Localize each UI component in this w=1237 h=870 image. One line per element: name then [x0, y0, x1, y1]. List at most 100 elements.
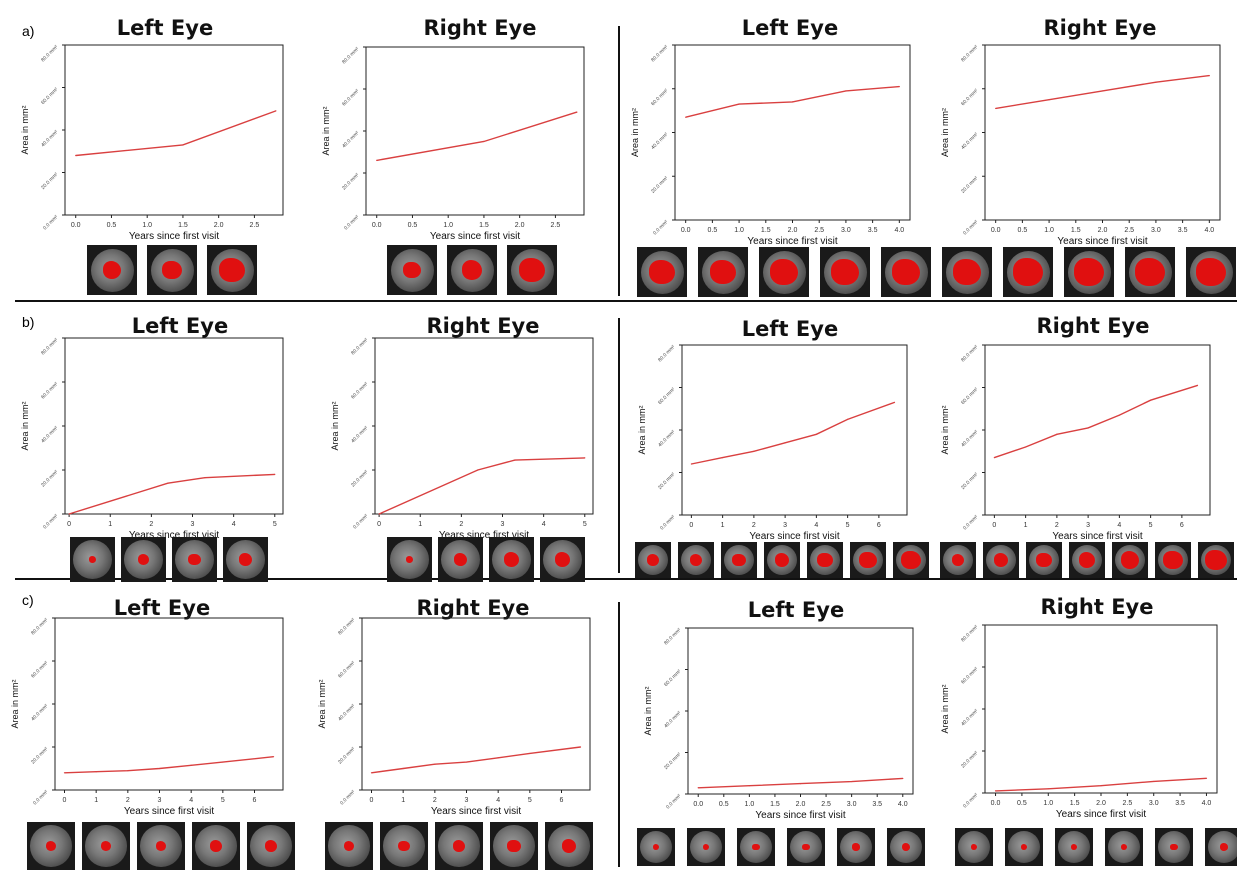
x-tick-label: 5 [273, 521, 277, 528]
data-point [190, 764, 192, 766]
data-point [529, 752, 531, 755]
y-tick-label: 40.0 mm² [650, 131, 669, 150]
lesion-overlay [1120, 551, 1140, 569]
data-point [63, 772, 66, 774]
series-line [75, 110, 277, 157]
x-tick-label: 2.0 [796, 801, 806, 808]
fundus-thumbnail [942, 247, 992, 297]
fundus-thumbnail [1055, 828, 1093, 866]
fundus-thumbnail [787, 828, 825, 866]
x-tick-label: 0 [63, 797, 67, 804]
x-tick-label: 1 [94, 797, 98, 804]
lesion-overlay [852, 843, 860, 851]
y-axis-label: Area in mm² [940, 405, 950, 454]
data-point [376, 159, 378, 161]
x-tick-label: 0.0 [372, 222, 382, 229]
lesion-overlay [210, 840, 222, 852]
fundus-thumbnail-strip [325, 822, 600, 870]
y-tick-label: 60.0 mm² [960, 666, 979, 685]
x-tick-label: 2.0 [1096, 800, 1106, 807]
data-point [1118, 414, 1120, 416]
chart-title: Left Eye [747, 598, 845, 622]
chart-title: Left Eye [131, 314, 229, 338]
x-tick-label: 3.0 [1149, 800, 1159, 807]
x-tick-label: 3.0 [847, 801, 857, 808]
fundus-thumbnail-strip [637, 247, 1237, 297]
fundus-thumbnail-strip [87, 245, 267, 295]
x-tick-label: 3 [191, 521, 195, 528]
y-tick-label: 0.0 mm² [962, 219, 979, 236]
data-point [1153, 780, 1155, 783]
fundus-thumbnail-strip [387, 245, 567, 295]
x-tick-label: 1 [108, 521, 112, 528]
x-tick-label: 2.5 [1124, 227, 1134, 234]
x-axis-label: Years since first visit [129, 530, 219, 541]
fundus-thumbnail [1026, 542, 1062, 578]
x-tick-label: 2.5 [814, 227, 824, 234]
x-tick-label: 3.5 [868, 227, 878, 234]
lesion-overlay [901, 550, 921, 570]
lesion-overlay [953, 258, 981, 286]
chart-title: Left Eye [741, 16, 839, 40]
series-line [995, 74, 1210, 110]
x-axis-label: Years since first visit [1056, 809, 1146, 820]
y-tick-label: 80.0 mm² [40, 44, 59, 63]
lesion-overlay [774, 553, 790, 567]
x-tick-label: 0.0 [991, 800, 1001, 807]
y-tick-label: 80.0 mm² [657, 344, 676, 363]
plot-frame [361, 617, 591, 791]
y-tick-label: 0.0 mm² [42, 513, 59, 530]
y-tick-label: 60.0 mm² [30, 660, 49, 679]
lesion-overlay [1220, 843, 1228, 851]
data-point [994, 790, 997, 792]
line-chart: 0.0 0.5 1.0 1.5 2.0 2.5 3.0 3.5 4.0 0.0 mm² 20.0 m… [940, 624, 1218, 820]
x-tick-label: 0 [992, 522, 996, 529]
fundus-thumbnail [721, 542, 757, 578]
y-tick-label: 40.0 mm² [341, 130, 360, 149]
lesion-overlay [752, 843, 760, 851]
series-line [68, 473, 275, 515]
y-axis-label: Area in mm² [940, 108, 950, 157]
y-tick-label: 20.0 mm² [350, 469, 369, 488]
data-point [1100, 785, 1102, 787]
x-tick-label: 6 [253, 797, 257, 804]
fundus-thumbnail [207, 245, 257, 295]
fundus-thumbnail [1112, 542, 1148, 578]
x-tick-label: 1 [401, 797, 405, 804]
data-point [697, 787, 699, 789]
fundus-thumbnail [137, 822, 185, 870]
x-tick-label: 1.5 [1071, 227, 1081, 234]
data-point [791, 101, 794, 103]
x-tick-label: 3.5 [1175, 800, 1185, 807]
y-tick-label: 60.0 mm² [40, 86, 59, 105]
lesion-overlay [137, 554, 150, 565]
data-point [995, 107, 997, 110]
fundus-thumbnail-strip [955, 828, 1237, 866]
y-tick-label: 40.0 mm² [337, 703, 356, 722]
data-point [893, 401, 896, 403]
fundus-thumbnail [540, 537, 585, 582]
x-axis-label: Years since first visit [431, 806, 521, 817]
data-point [370, 772, 373, 774]
lesion-overlay [859, 551, 877, 569]
y-tick-label: 60.0 mm² [960, 386, 979, 405]
y-tick-label: 60.0 mm² [960, 88, 979, 107]
data-point [845, 90, 847, 92]
chart-title: Left Eye [741, 317, 839, 341]
fundus-thumbnail [637, 828, 675, 866]
y-tick-label: 80.0 mm² [960, 344, 979, 363]
lesion-overlay [503, 552, 519, 567]
x-tick-label: 4 [232, 521, 236, 528]
x-tick-label: 3 [783, 522, 787, 529]
fundus-thumbnail [27, 822, 75, 870]
data-point [1025, 446, 1027, 448]
x-tick-label: 4 [542, 521, 546, 528]
x-tick-label: 5 [1149, 522, 1153, 529]
plot-frame [54, 617, 284, 791]
plot-frame [374, 337, 594, 515]
x-tick-label: 2.0 [214, 222, 224, 229]
fundus-thumbnail [764, 542, 800, 578]
x-tick-label: 0.5 [107, 222, 117, 229]
y-axis-label: Area in mm² [330, 401, 340, 450]
